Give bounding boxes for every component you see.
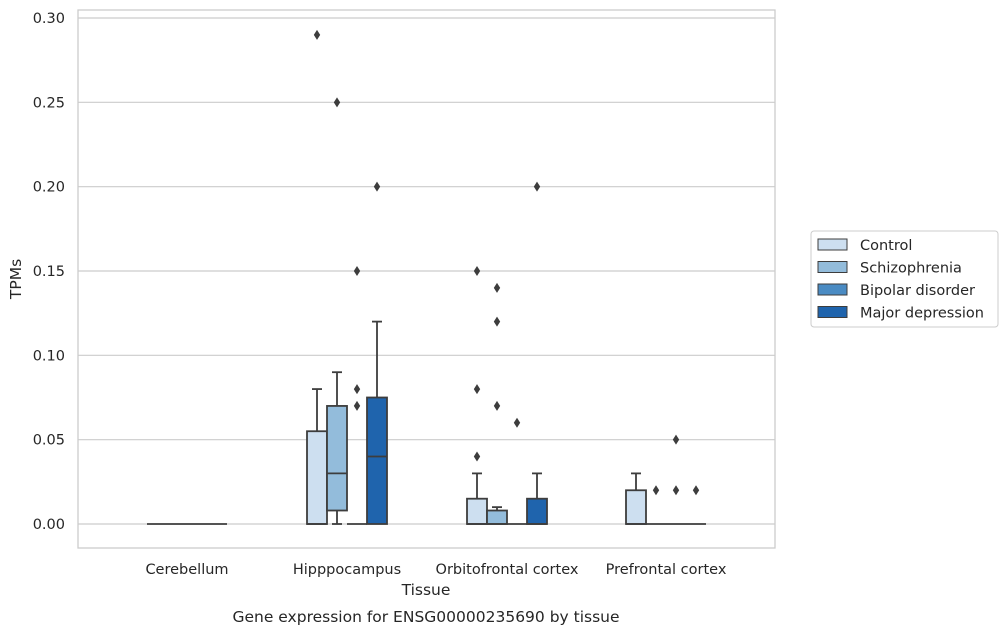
box-element: [326, 97, 348, 525]
y-tick-label: 0.20: [33, 180, 65, 196]
x-tick-label: Cerebellum: [145, 562, 228, 578]
y-tick-label: 0.30: [33, 11, 65, 27]
outlier-point: [473, 451, 481, 462]
outlier-point: [473, 384, 481, 395]
legend-items: Control Schizophrenia Bipolar disorder Majo…: [817, 238, 984, 322]
plot-frame: [77, 9, 776, 549]
chart-caption: Gene expression for ENSG00000235690 by t…: [232, 608, 619, 626]
box-iqr: [326, 405, 348, 512]
box-element: [507, 417, 527, 525]
legend-swatch: [817, 238, 848, 251]
outlier-point: [493, 316, 501, 327]
x-tick-label: Orbitofrontal cortex: [436, 562, 579, 578]
outlier-point: [353, 400, 361, 411]
legend-label: Schizophrenia: [860, 261, 962, 277]
box-element: [686, 485, 706, 525]
box-element: [306, 29, 328, 525]
box-element: [526, 181, 548, 525]
box-element: [646, 485, 666, 525]
box-iqr: [486, 509, 508, 525]
box-element: [347, 266, 367, 525]
box-element: [666, 434, 686, 525]
outlier-point: [493, 400, 501, 411]
grid-lines: [78, 17, 775, 525]
legend: Control Schizophrenia Bipolar disorder Majo…: [810, 230, 999, 328]
legend-label: Major depression: [860, 306, 984, 322]
legend-label: Control: [860, 238, 912, 254]
x-axis-ticks: Cerebellum Hipppocampus Orbitofrontal cort…: [145, 562, 726, 578]
legend-label: Bipolar disorder: [860, 283, 975, 299]
legend-swatch: [817, 261, 848, 273]
outlier-point: [513, 417, 521, 428]
y-tick-label: 0.25: [33, 95, 65, 111]
box-groups: [147, 29, 706, 525]
y-axis-title: TPMs: [7, 259, 25, 300]
box-element: [466, 266, 488, 525]
box-iqr: [306, 430, 328, 525]
box-iqr: [466, 497, 488, 525]
outlier-point: [692, 485, 700, 496]
box-iqr: [625, 489, 647, 525]
box-iqr: [366, 396, 388, 525]
y-axis-ticks: 0.00 0.05 0.10 0.15 0.20 0.25 0.30: [33, 11, 65, 533]
x-axis-title: Tissue: [401, 581, 451, 599]
x-tick-label: Prefrontal cortex: [606, 562, 727, 578]
box-element: [625, 472, 647, 525]
y-tick-label: 0.00: [33, 517, 65, 533]
outlier-point: [493, 282, 501, 293]
y-tick-label: 0.15: [33, 264, 65, 280]
box-iqr: [526, 497, 548, 525]
outlier-point: [533, 181, 541, 192]
box-element: [366, 181, 388, 525]
y-tick-label: 0.10: [33, 348, 65, 364]
legend-swatch: [817, 306, 848, 318]
legend-frame: [810, 230, 999, 328]
outlier-point: [672, 485, 680, 496]
outlier-point: [672, 434, 680, 445]
outlier-point: [373, 181, 381, 192]
box-element: [486, 282, 508, 525]
x-tick-label: Hipppocampus: [293, 562, 401, 578]
outlier-point: [333, 97, 341, 108]
y-tick-label: 0.05: [33, 433, 65, 449]
outlier-point: [313, 29, 321, 40]
outlier-point: [353, 266, 361, 276]
outlier-point: [353, 384, 361, 395]
outlier-point: [473, 266, 481, 276]
legend-swatch: [817, 283, 848, 296]
outlier-point: [652, 485, 660, 496]
